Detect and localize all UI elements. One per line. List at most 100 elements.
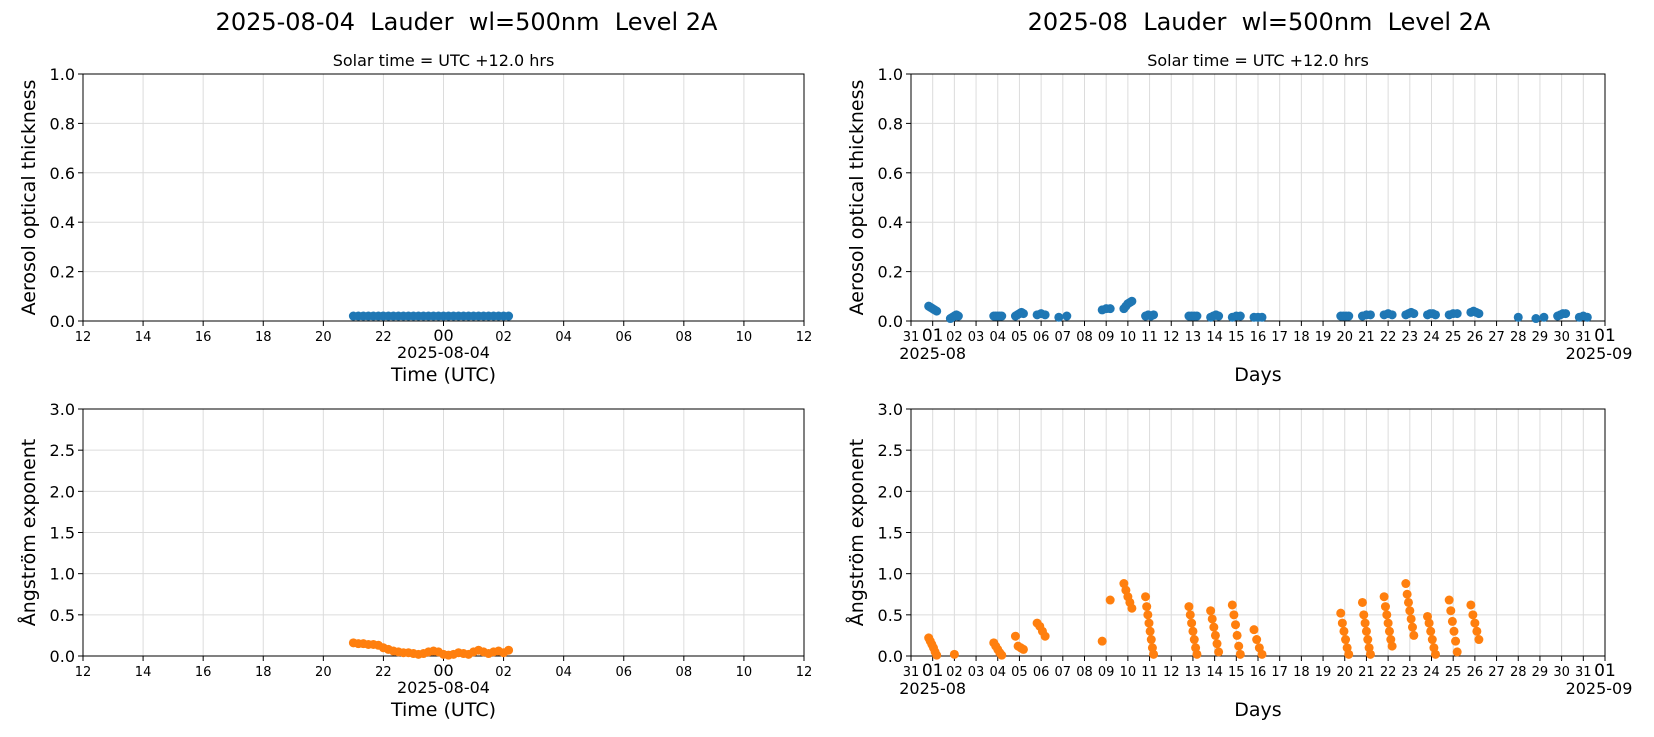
x-tick-label: 16	[1250, 330, 1267, 345]
x-tick-label: 14	[1206, 665, 1223, 680]
x-tick-label: 22	[375, 330, 392, 345]
x-tick-label: 04	[555, 665, 572, 680]
x-tick-label: 18	[255, 665, 272, 680]
data-point	[1206, 606, 1216, 616]
data-point	[1210, 630, 1220, 640]
x-axis-label: Time (UTC)	[390, 364, 496, 386]
left-figure-title: 2025-08-04 Lauder wl=500nm Level 2A	[215, 8, 718, 36]
x-tick-label: 26	[1467, 665, 1484, 680]
data-point	[1361, 626, 1371, 636]
x-tick-label: 08	[1076, 665, 1093, 680]
y-tick-label: 1.5	[50, 524, 75, 543]
x-axis-label: Days	[1234, 699, 1281, 721]
data-point	[1337, 618, 1347, 628]
x-tick-label: 02	[946, 330, 963, 345]
x-tick-label: 12	[75, 330, 92, 345]
y-tick-label: 0.8	[878, 114, 903, 133]
data-point	[1144, 618, 1154, 628]
chart-subtitle: Solar time = UTC +12.0 hrs	[1147, 51, 1369, 70]
x-tick-label: 25	[1445, 665, 1462, 680]
data-point	[1192, 649, 1202, 659]
data-point	[1209, 622, 1219, 632]
data-point	[1452, 647, 1462, 657]
data-point	[1531, 314, 1541, 324]
data-point	[1539, 312, 1549, 322]
y-axis-label: Aerosol optical thickness	[846, 80, 868, 316]
data-point	[1105, 595, 1115, 605]
data-point	[1365, 649, 1375, 659]
data-point	[1127, 603, 1137, 613]
x-axis-start-label: 2025-08	[899, 344, 966, 363]
x-tick-label: 10	[736, 665, 753, 680]
data-point	[1472, 626, 1482, 636]
data-point	[1105, 304, 1115, 314]
y-tick-label: 0.5	[878, 606, 903, 625]
x-tick-label: 04	[989, 665, 1006, 680]
x-tick-label: 01	[1594, 326, 1616, 346]
x-tick-label: 15	[1228, 665, 1245, 680]
data-point	[1357, 597, 1367, 607]
y-tick-label: 2.0	[50, 482, 75, 501]
x-tick-label: 12	[75, 665, 92, 680]
data-point	[1018, 644, 1028, 654]
x-tick-label: 16	[1250, 665, 1267, 680]
x-tick-label: 10	[1120, 665, 1137, 680]
x-tick-label: 12	[796, 330, 813, 345]
x-axis-label: Time (UTC)	[390, 699, 496, 721]
data-point	[1054, 312, 1064, 322]
data-point	[1401, 579, 1411, 589]
data-point	[1582, 312, 1592, 322]
data-point	[1145, 626, 1155, 636]
y-tick-label: 2.0	[878, 482, 903, 501]
x-tick-label: 28	[1510, 665, 1527, 680]
x-tick-label: 01	[922, 661, 944, 681]
x-tick-label: 29	[1532, 330, 1549, 345]
data-point	[1192, 311, 1202, 321]
data-point	[1234, 641, 1244, 651]
data-point	[1227, 600, 1237, 610]
x-tick-label: 26	[1467, 330, 1484, 345]
data-point	[1444, 595, 1454, 605]
x-tick-label: 02	[946, 665, 963, 680]
x-tick-label: 31	[903, 665, 920, 680]
x-tick-label: 11	[1141, 665, 1158, 680]
x-tick-label: 05	[1011, 330, 1028, 345]
x-tick-label: 06	[615, 330, 632, 345]
y-tick-label: 1.0	[50, 565, 75, 584]
data-point	[1062, 311, 1072, 321]
data-point	[1382, 610, 1392, 620]
data-point	[1344, 649, 1354, 659]
data-point	[1449, 626, 1459, 636]
data-point	[1252, 635, 1262, 645]
y-tick-label: 0.4	[878, 213, 903, 232]
y-tick-label: 0.2	[878, 263, 903, 282]
x-tick-label: 03	[968, 330, 985, 345]
data-point	[1146, 635, 1156, 645]
data-point	[1018, 309, 1028, 319]
data-point	[1407, 622, 1417, 632]
x-tick-label: 15	[1228, 330, 1245, 345]
x-axis-end-label: 2025-09	[1566, 679, 1633, 698]
data-point	[1214, 647, 1224, 657]
data-point	[1212, 639, 1222, 649]
x-tick-label: 24	[1423, 665, 1440, 680]
x-tick-label: 02	[495, 330, 512, 345]
data-point	[1424, 618, 1434, 628]
x-tick-label: 01	[1594, 661, 1616, 681]
y-tick-label: 2.5	[50, 441, 75, 460]
right-figure-title: 2025-08 Lauder wl=500nm Level 2A	[1027, 8, 1491, 36]
y-tick-label: 1.0	[878, 565, 903, 584]
data-point	[1257, 312, 1267, 322]
data-point	[1402, 589, 1412, 599]
x-tick-label: 14	[135, 665, 152, 680]
data-point	[953, 311, 963, 321]
data-point	[1360, 618, 1370, 628]
x-tick-label: 17	[1271, 665, 1288, 680]
x-tick-label: 28	[1510, 330, 1527, 345]
y-tick-label: 0.6	[878, 164, 903, 183]
x-tick-label: 30	[1553, 665, 1570, 680]
y-tick-label: 0.5	[50, 606, 75, 625]
data-point	[1141, 592, 1151, 602]
x-tick-label: 31	[903, 330, 920, 345]
